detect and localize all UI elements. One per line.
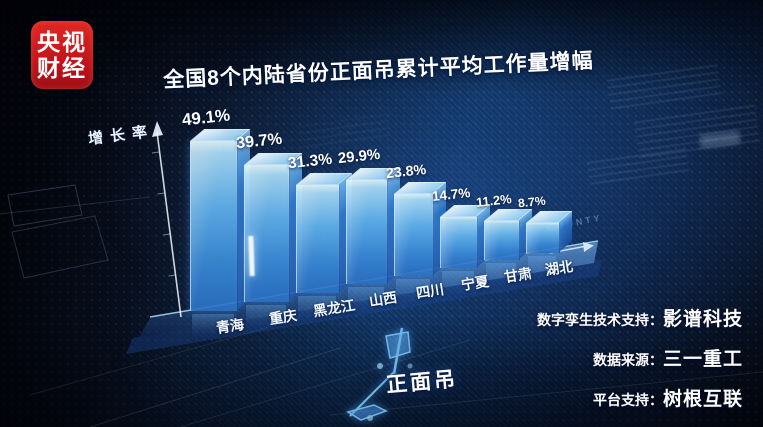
bar-front-face bbox=[244, 164, 290, 302]
bar-reflection bbox=[442, 270, 474, 295]
credit-label: 数字孪生技术支持： bbox=[536, 312, 663, 328]
y-axis-arrow-icon bbox=[152, 121, 163, 137]
bar-value-label: 14.7% bbox=[431, 185, 471, 204]
bar-value-label: 39.7% bbox=[235, 129, 283, 153]
credit-value: 树根互联 bbox=[662, 389, 743, 410]
bar-value-label: 23.8% bbox=[385, 161, 427, 183]
bar-value-label: 29.9% bbox=[337, 146, 381, 168]
platform-lower bbox=[126, 260, 602, 354]
bar bbox=[346, 168, 401, 285]
bar-value-label: 49.1% bbox=[181, 105, 232, 130]
bar-value-label: 8.7% bbox=[517, 193, 547, 211]
bar-reflection bbox=[348, 287, 384, 312]
bar bbox=[526, 211, 573, 254]
credit-row: 数据来源：三一重工 bbox=[593, 344, 743, 371]
bar-front-face bbox=[484, 221, 520, 261]
bar-front-face bbox=[190, 141, 238, 311]
reach-stacker-hologram-icon bbox=[346, 327, 413, 421]
category-label: 山西 bbox=[367, 288, 399, 310]
bar-front-face bbox=[440, 216, 478, 268]
bar-value-label: 31.3% bbox=[287, 150, 333, 173]
y-axis-line bbox=[156, 131, 182, 318]
credit-label: 数据来源： bbox=[592, 352, 663, 368]
credit-label: 平台支持： bbox=[592, 392, 663, 408]
bar-value-label: 11.2% bbox=[475, 191, 513, 210]
decor-wireframe-box bbox=[11, 215, 109, 279]
bar-reflection bbox=[396, 278, 430, 303]
decor-wireframe-box bbox=[7, 184, 83, 227]
cctv-finance-logo: 央视 财经 bbox=[31, 21, 93, 89]
bar-reflection bbox=[246, 304, 286, 329]
bar bbox=[296, 172, 353, 293]
category-label: 湖北 bbox=[543, 257, 575, 279]
bar-reflection bbox=[528, 256, 556, 281]
bar bbox=[394, 181, 447, 276]
bar-front-face bbox=[296, 184, 340, 293]
bar bbox=[190, 129, 251, 311]
bar bbox=[484, 209, 533, 261]
credit-row: 数字孪生技术支持：影谱科技 bbox=[537, 304, 743, 331]
machine-label: 正面吊 bbox=[385, 367, 459, 398]
bar-reflection bbox=[298, 295, 336, 320]
category-label: 青海 bbox=[214, 315, 246, 337]
platform bbox=[139, 242, 598, 337]
credit-value: 影谱科技 bbox=[662, 309, 743, 330]
category-label: 重庆 bbox=[267, 306, 299, 328]
credits: 数字孪生技术支持：影谱科技 数据来源：三一重工 平台支持：树根互联 bbox=[537, 304, 743, 411]
category-label: 四川 bbox=[414, 280, 446, 302]
bar-front-face bbox=[346, 180, 388, 285]
bar-reflection bbox=[192, 314, 234, 338]
logo-line-2: 财经 bbox=[37, 54, 87, 81]
bar-front-face bbox=[526, 223, 560, 254]
bar bbox=[244, 152, 303, 302]
bar bbox=[440, 204, 491, 268]
logo-line-1: 央视 bbox=[37, 28, 87, 55]
bar-front-face bbox=[394, 193, 434, 276]
credit-row: 平台支持：树根互联 bbox=[593, 384, 743, 411]
credit-value: 三一重工 bbox=[662, 349, 743, 370]
bar-reflection bbox=[486, 263, 516, 288]
x-axis-arrow-icon bbox=[583, 242, 594, 252]
